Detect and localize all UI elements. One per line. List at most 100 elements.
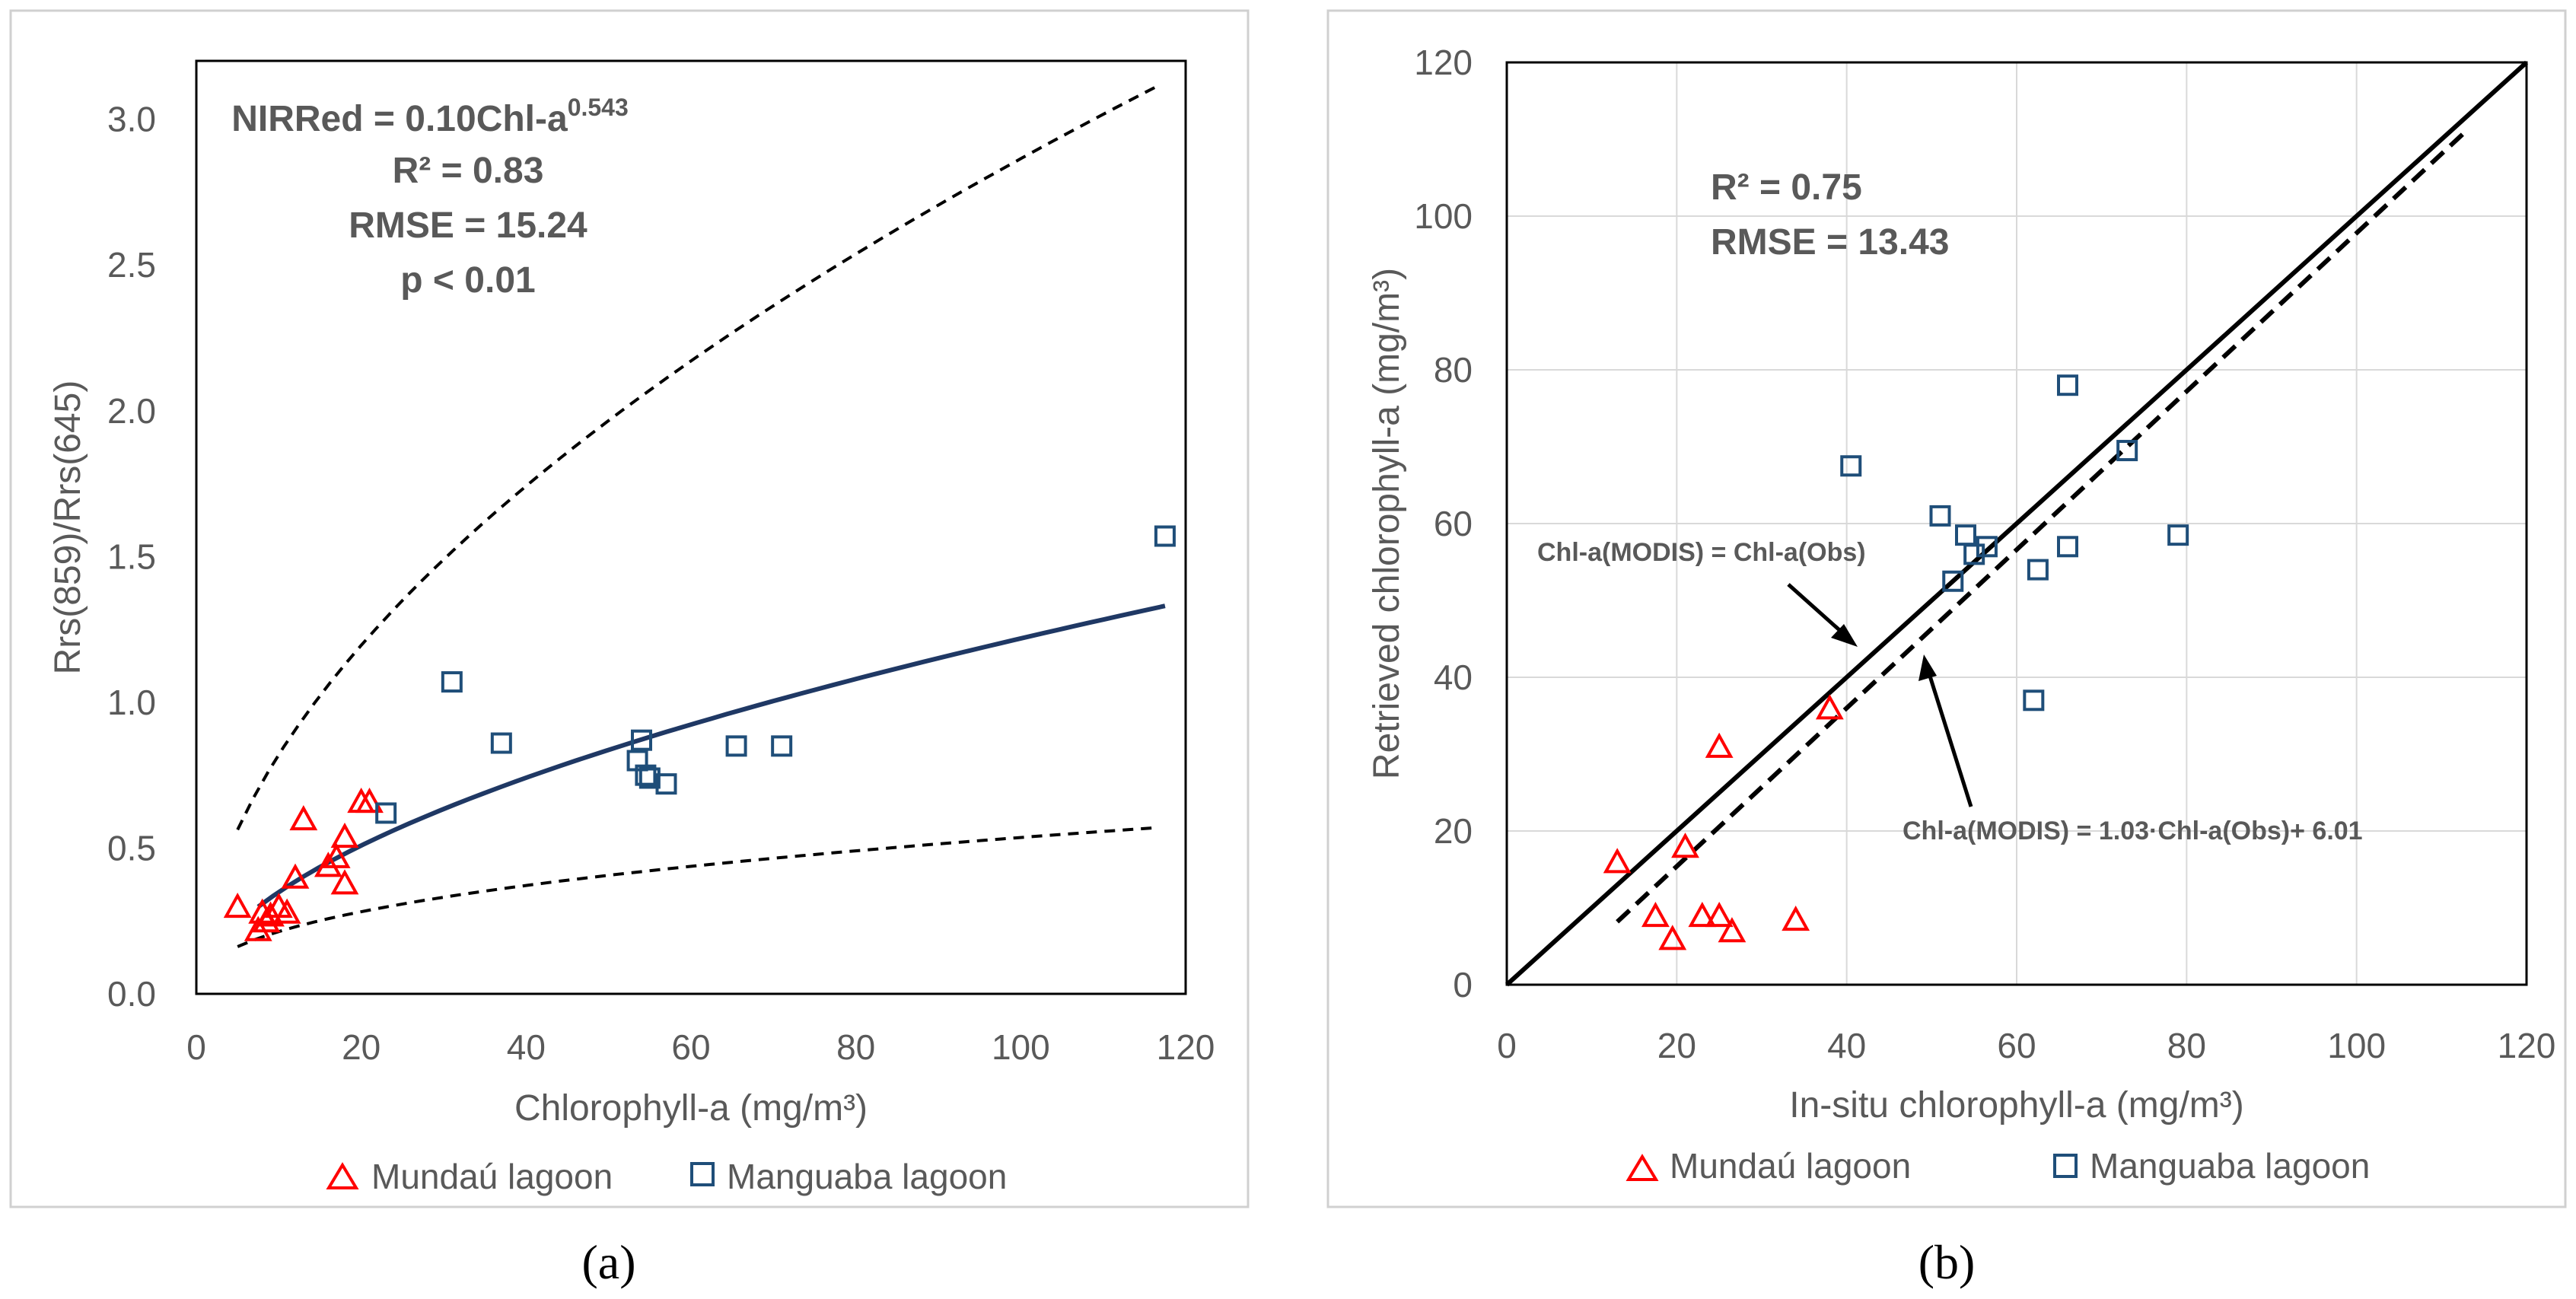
panel-b-point-manguaba: [2116, 440, 2138, 462]
panel-a-point-manguaba: [725, 735, 747, 757]
panel-a-point-mundau: [355, 788, 384, 813]
panel-b-legend: Mundaú lagoon Manguaba lagoon: [1626, 1146, 2370, 1186]
panel-b-point-manguaba: [2057, 536, 2078, 558]
panel-a-label: (a): [581, 1235, 635, 1289]
panel-a-fit-curve: [256, 603, 1166, 909]
panel-b-plot-area: [1505, 61, 2528, 986]
panel-a-equation: NIRRed = 0.10Chl-a0.543: [231, 94, 629, 139]
panel-a-y-tick-2: 1.0: [107, 683, 156, 722]
panel-b: 0 20 40 60 80 100 120 0 20 40 60 80 100 …: [1326, 9, 2567, 1208]
panel-a-y-ticks: 0.0 0.5 1.0 1.5 2.0 2.5 3.0: [107, 100, 156, 1014]
panel-b-x-tick-1: 20: [1657, 1026, 1696, 1065]
panel-a-legend-mundau: Mundaú lagoon: [371, 1157, 613, 1196]
panel-a-equation-base: NIRRed = 0.10Chl-a: [231, 99, 568, 139]
panel-b-y-tick-5: 100: [1414, 196, 1473, 236]
panel-a-rmse: RMSE = 15.24: [349, 205, 587, 246]
panel-a-y-tick-1: 0.5: [107, 828, 156, 868]
panel-a-x-tick-1: 20: [342, 1027, 381, 1067]
panel-a-y-tick-5: 2.5: [107, 245, 156, 285]
panel-b-point-mundau: [1718, 917, 1747, 943]
panel-b-point-mundau: [1603, 848, 1632, 874]
panel-b-legend-triangle-icon: [1626, 1154, 1659, 1181]
panel-a-point-manguaba: [631, 729, 652, 751]
panel-a-x-tick-3: 60: [671, 1027, 710, 1067]
panel-b-regression-arrow: [1918, 654, 1973, 807]
panel-a-point-manguaba: [771, 735, 793, 757]
panel-b-point-mundau: [1782, 906, 1810, 931]
panel-a-point-mundau: [272, 898, 301, 924]
panel-a-data-points: [223, 525, 1176, 941]
panel-a-point-mundau: [281, 863, 310, 889]
panel-a-legend: Mundaú lagoon Manguaba lagoon: [326, 1157, 1007, 1196]
panel-b-identity-arrow: [1787, 583, 1858, 647]
panel-b-point-manguaba: [2057, 374, 2078, 396]
panel-b-regression-line: [1616, 128, 2469, 924]
panel-a-point-mundau: [244, 915, 272, 941]
panel-a-point-manguaba: [441, 671, 463, 693]
panel-a-point-mundau: [256, 901, 285, 927]
panel-a-x-tick-6: 120: [1157, 1027, 1215, 1067]
panel-a-upper-bound-line: [236, 83, 1162, 831]
panel-a-y-tick-6: 3.0: [107, 100, 156, 139]
panel-b-data-points: [1603, 374, 2189, 950]
panel-a-point-manguaba: [655, 773, 677, 795]
panel-a-y-tick-4: 2.0: [107, 391, 156, 431]
panel-a-point-manguaba: [375, 802, 397, 824]
panel-b-y-tick-3: 60: [1434, 504, 1473, 543]
panel-b-frame: [1326, 9, 2567, 1208]
panel-a-point-mundau: [289, 805, 318, 831]
panel-b-point-manguaba: [1942, 570, 1964, 592]
panel-a-x-ticks: 0 20 40 60 80 100 120: [186, 1027, 1215, 1067]
panel-b-x-tick-4: 80: [2167, 1026, 2206, 1065]
panel-b-point-mundau: [1705, 732, 1734, 758]
panel-a-point-mundau: [314, 852, 342, 877]
panel-b-point-manguaba: [2027, 559, 2049, 581]
panel-b-label: (b): [1918, 1235, 1976, 1289]
panel-a-point-mundau: [330, 822, 359, 848]
panel-b-point-mundau: [1641, 901, 1670, 928]
panel-a-x-tick-5: 100: [992, 1027, 1050, 1067]
panel-b-identity-label: Chl-a(MODIS) = Chl-a(Obs): [1537, 538, 1866, 567]
panel-b-rmse: RMSE = 13.43: [1711, 222, 1950, 263]
panel-b-r2: R² = 0.75: [1711, 167, 1862, 208]
panel-a-legend-triangle-icon: [326, 1162, 359, 1189]
panel-b-point-manguaba: [2023, 689, 2045, 712]
panel-b-x-tick-3: 60: [1997, 1026, 2036, 1065]
panel-b-y-tick-6: 120: [1414, 43, 1473, 82]
panel-b-y-tick-0: 0: [1453, 965, 1473, 1004]
panel-b-x-tick-2: 40: [1827, 1026, 1866, 1065]
panel-b-point-manguaba: [2167, 524, 2189, 546]
panel-a-x-tick-0: 0: [186, 1027, 206, 1067]
panel-b-annotations: R² = 0.75 RMSE = 13.43 Chl-a(MODIS) = Ch…: [1537, 167, 2363, 845]
panel-a-y-tick-3: 1.5: [107, 536, 156, 576]
panel-b-y-tick-1: 20: [1434, 811, 1473, 851]
panel-b-y-tick-4: 80: [1434, 350, 1473, 390]
panel-a-point-mundau: [223, 892, 252, 919]
panel-b-point-manguaba: [1976, 536, 1998, 558]
panel-b-point-mundau: [1688, 901, 1717, 928]
panel-b-x-tick-0: 0: [1497, 1026, 1517, 1065]
panel-a-point-manguaba: [1154, 525, 1176, 547]
panel-a-y-tick-0: 0.0: [107, 974, 156, 1014]
panel-a-frame: [9, 9, 1250, 1208]
panel-b-legend-manguaba: Manguaba lagoon: [2090, 1146, 2370, 1186]
panel-b-point-mundau: [1705, 901, 1734, 928]
panel-b-legend-mundau: Mundaú lagoon: [1670, 1146, 1911, 1186]
panel-b-regression-label: Chl-a(MODIS) = 1.03·Chl-a(Obs)+ 6.01: [1903, 817, 2363, 845]
panel-a-y-axis-label: Rrs(859)/Rrs(645): [48, 380, 88, 675]
panel-b-x-ticks: 0 20 40 60 80 100 120: [1497, 1026, 2555, 1065]
panel-b-point-mundau: [1671, 833, 1699, 858]
panel-a-point-manguaba: [638, 767, 661, 789]
panel-b-point-manguaba: [1929, 505, 1951, 527]
panel-a-point-mundau: [322, 842, 351, 868]
panel-a-x-axis-label: Chlorophyll-a (mg/m³): [514, 1088, 868, 1129]
panel-a-x-tick-2: 40: [507, 1027, 546, 1067]
panel-a-lower-bound-line: [237, 826, 1153, 948]
panel-a-legend-square-icon: [690, 1162, 715, 1186]
panel-a-r2: R² = 0.83: [393, 151, 544, 191]
panel-a-p-value: p < 0.01: [400, 260, 535, 301]
panel-b-y-ticks: 0 20 40 60 80 100 120: [1414, 43, 1473, 1004]
panel-a-legend-manguaba: Manguaba lagoon: [727, 1157, 1007, 1196]
